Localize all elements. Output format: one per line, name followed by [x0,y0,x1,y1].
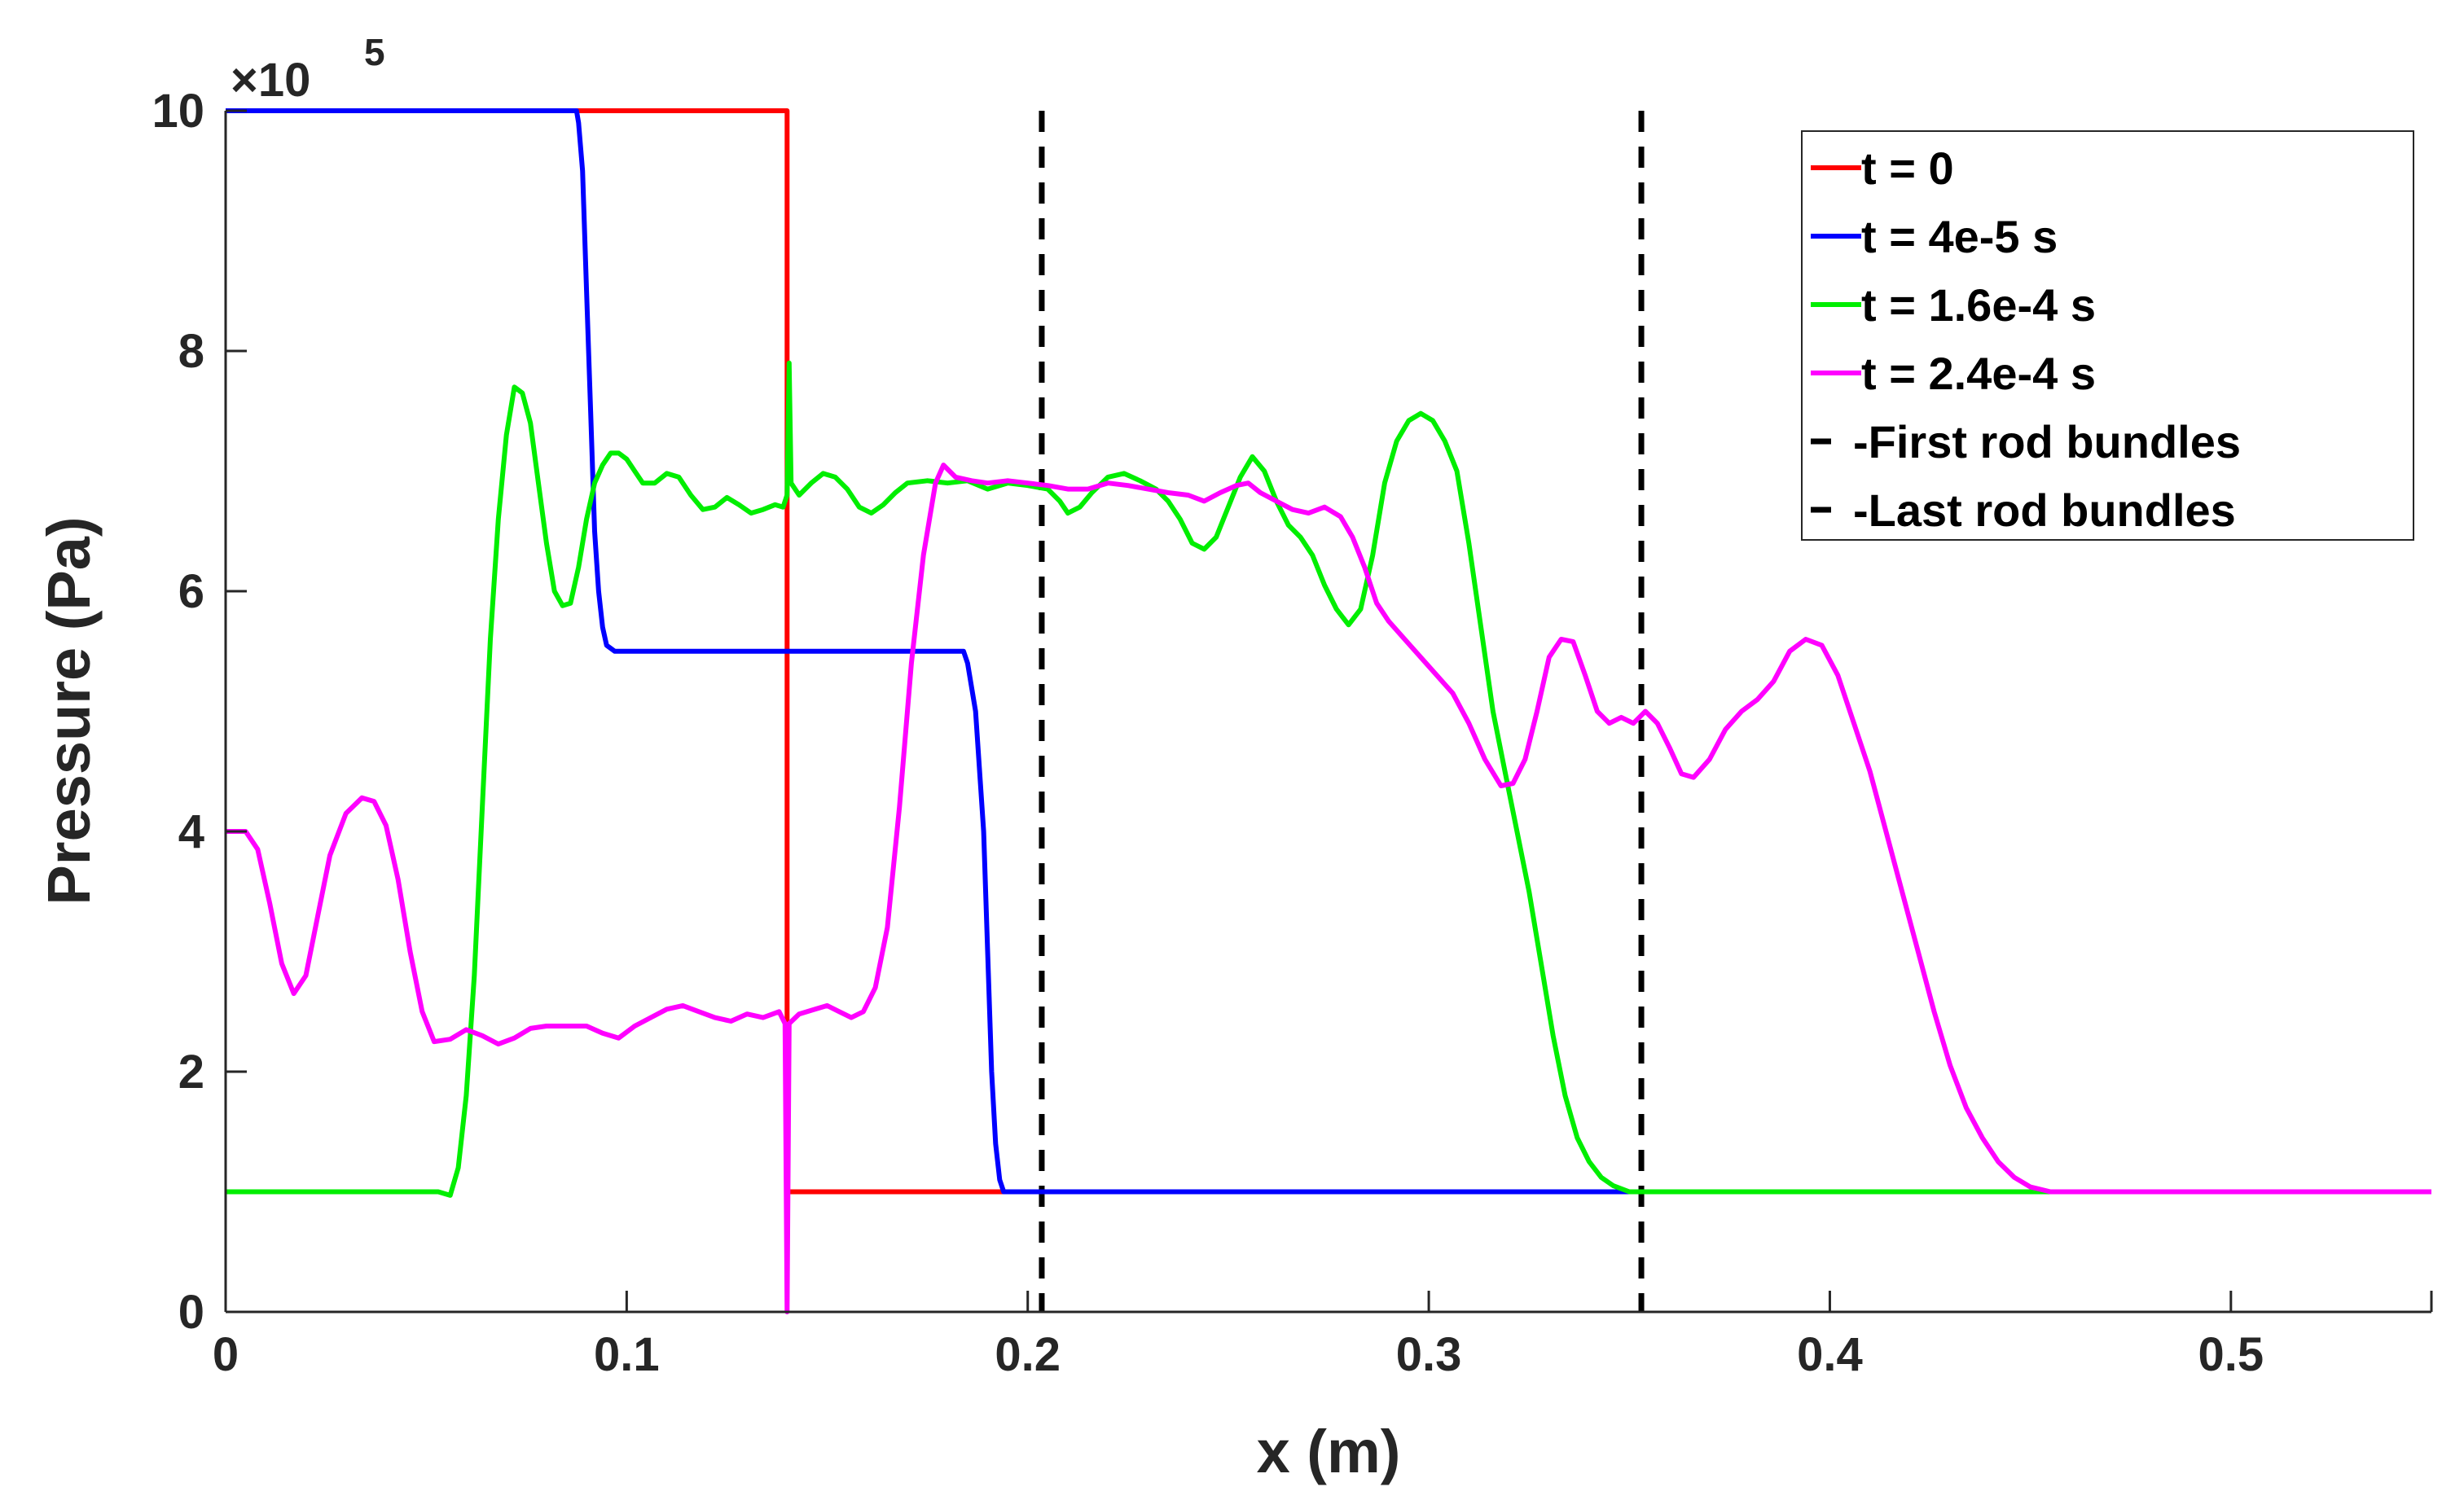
legend-label-2: t = 1.6e-4 s [1861,279,2096,331]
x-tick-label: 0.1 [594,1328,660,1381]
series-line-3 [226,463,2431,1314]
y-tick-label: 6 [178,565,204,618]
legend-items: t = 0 t = 4e-5 s t = 1.6e-4 s t = 2.4e-4 s -… [1811,143,2241,536]
legend-label-1: t = 4e-5 s [1861,211,2058,262]
x-tick-label: 0.5 [2198,1328,2264,1381]
x-tick-label: 0 [213,1328,239,1381]
y-tick-label: 2 [178,1046,204,1099]
x-tick-label: 0.2 [995,1328,1061,1381]
legend-box [1801,130,2414,541]
y-tick-label: 10 [152,85,204,138]
legend-label-3: t = 2.4e-4 s [1861,348,2096,399]
legend-label-4: -First rod bundles [1853,416,2241,467]
series-line-2 [226,360,2431,1198]
legend-label-0: t = 0 [1861,143,1954,194]
x-axis-label: x (m) [1257,1418,1401,1485]
y-multiplier-base: ×10 [231,54,310,107]
y-axis-label: Pressure (Pa) [35,516,103,905]
y-multiplier-exponent: 5 [364,31,385,73]
reference-lines [1039,111,1645,1312]
y-tick-label: 8 [178,325,204,378]
x-tick-label: 0.4 [1797,1328,1863,1381]
x-ticks: 0 0.1 0.2 0.3 0.4 0.5 [213,1291,2433,1381]
y-tick-label: 4 [178,805,204,858]
series-line-1 [226,108,2431,1195]
x-tick-label: 0.3 [1396,1328,1462,1381]
y-tick-label: 0 [178,1286,204,1339]
legend: t = 0 t = 4e-5 s t = 1.6e-4 s t = 2.4e-4 s -… [1801,130,2414,541]
legend-label-5: -Last rod bundles [1853,485,2236,536]
series-lines [226,108,2431,1314]
y-ticks: 0 2 4 6 8 10 [152,85,247,1339]
